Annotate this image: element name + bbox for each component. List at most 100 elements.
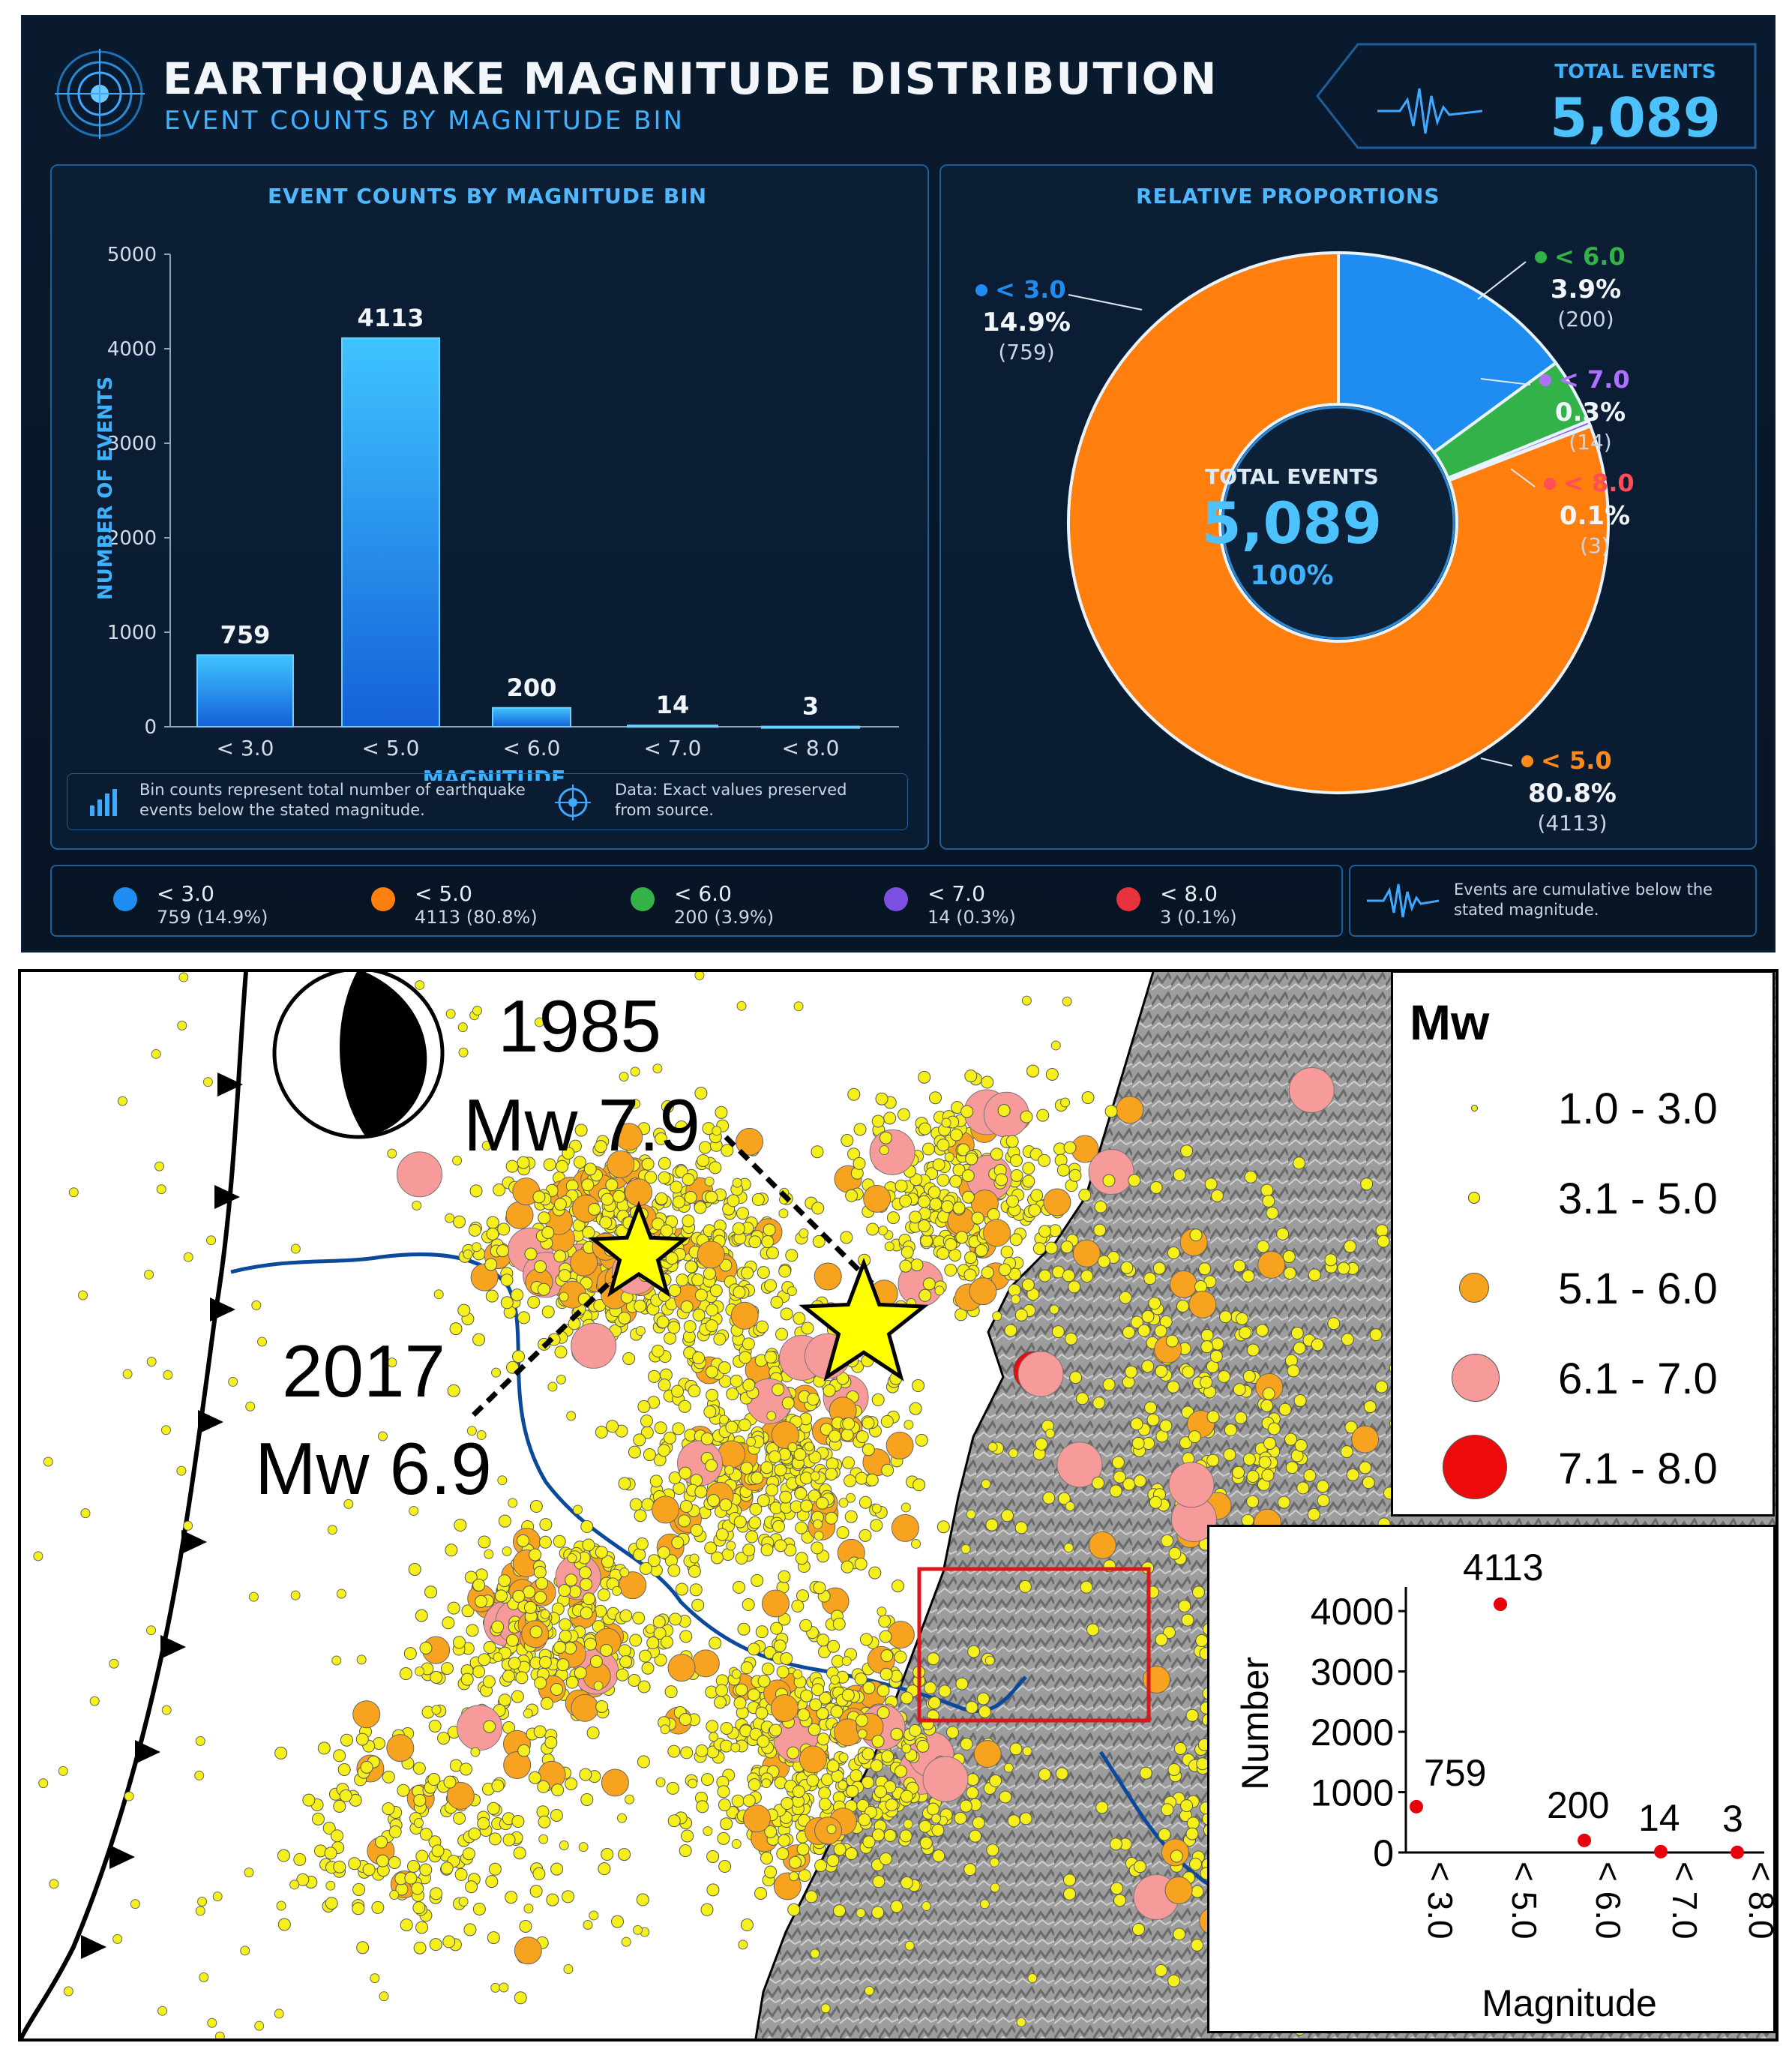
event-marker-small <box>483 1641 496 1654</box>
event-marker-small <box>403 1647 417 1660</box>
event-marker-small <box>616 1813 627 1823</box>
event-marker-small <box>412 1200 422 1210</box>
event-marker-small <box>195 1736 205 1746</box>
event-marker-small <box>1185 1708 1199 1722</box>
event-marker-small <box>1200 1328 1214 1342</box>
event-marker-small <box>1167 1762 1181 1776</box>
event-marker-small <box>1009 1742 1023 1756</box>
pie-label-name: < 3.0 <box>995 275 1066 304</box>
event-marker-small <box>760 1543 774 1556</box>
event-marker-small <box>870 1519 883 1532</box>
event-marker-small <box>431 1705 442 1715</box>
event-marker-small <box>508 1498 518 1508</box>
event-marker-small <box>965 1152 978 1166</box>
event-marker-small <box>1293 1341 1306 1354</box>
event-marker-small <box>955 1677 969 1690</box>
event-marker-small <box>431 1844 445 1858</box>
event-marker-small <box>1131 1436 1145 1450</box>
event-marker-small <box>647 1554 661 1568</box>
event-2017-magnitude: Mw 6.9 <box>255 1427 492 1510</box>
event-marker-small <box>895 1179 908 1192</box>
event-marker-small <box>488 1862 502 1876</box>
event-marker-medium <box>352 1700 381 1729</box>
event-marker-small <box>1244 1170 1257 1184</box>
event-marker-small <box>966 1509 976 1520</box>
event-marker-large <box>869 1129 915 1175</box>
event-marker-small <box>419 1863 433 1876</box>
event-marker-small <box>966 1786 979 1799</box>
pie-label-dot <box>1521 755 1533 767</box>
event-marker-medium <box>736 1127 764 1156</box>
event-marker-small <box>709 1732 719 1742</box>
event-marker-medium <box>886 1431 914 1460</box>
event-marker-small <box>959 1799 972 1813</box>
event-marker-small <box>580 1606 593 1620</box>
bar-value-label: 3 <box>802 692 819 721</box>
event-marker-small <box>853 1123 867 1136</box>
event-marker-small <box>1308 1268 1321 1282</box>
event-marker-small <box>718 1414 729 1425</box>
event-marker-small <box>1276 1227 1290 1240</box>
event-marker-small <box>352 1902 365 1916</box>
event-marker-small <box>333 1799 346 1813</box>
event-marker-small <box>472 1902 486 1916</box>
event-marker-small <box>733 1515 747 1528</box>
pie-panel-title: RELATIVE PROPORTIONS <box>1136 184 1440 208</box>
event-marker-small <box>483 1720 496 1733</box>
event-marker-medium <box>571 1694 599 1722</box>
event-marker-small <box>886 1211 900 1225</box>
event-marker-small <box>877 1684 890 1697</box>
event-marker-small <box>1307 1508 1320 1521</box>
event-marker-small <box>1290 1327 1304 1340</box>
event-marker-small <box>778 1264 792 1278</box>
event-marker-small <box>856 1430 869 1444</box>
pie-label-count: (4113) <box>1537 811 1607 836</box>
event-marker-small <box>963 1268 977 1282</box>
event-marker-small <box>1008 1283 1021 1297</box>
event-marker-small <box>1287 1364 1300 1378</box>
event-marker-small <box>1198 1262 1212 1276</box>
event-marker-small <box>775 1328 789 1341</box>
event-marker-small <box>541 1305 555 1318</box>
event-marker-small <box>1075 1392 1089 1406</box>
cumulative-note-text: Events are cumulative below the stated m… <box>1454 880 1713 919</box>
event-marker-small <box>535 1576 549 1590</box>
legend-label: 3.1 - 5.0 <box>1558 1174 1718 1223</box>
event-marker-small <box>582 1592 595 1606</box>
event-marker-small <box>457 1304 471 1317</box>
event-marker-small <box>1027 1973 1038 1984</box>
donut-center-label: TOTAL EVENTS <box>1205 464 1379 489</box>
event-marker-small <box>379 1991 389 2002</box>
event-marker-medium <box>1164 1876 1193 1905</box>
event-marker-small <box>709 1161 722 1174</box>
event-marker-small <box>652 1615 666 1628</box>
event-marker-small <box>1035 1438 1048 1451</box>
event-marker-small <box>944 1238 957 1251</box>
event-marker-small <box>875 1092 889 1106</box>
event-marker-small <box>601 1192 614 1206</box>
event-marker-medium <box>1088 1531 1116 1559</box>
event-marker-small <box>841 1688 855 1702</box>
event-marker-small <box>1233 1383 1246 1396</box>
event-marker-small <box>563 1964 574 1975</box>
event-marker-small <box>1109 1484 1122 1498</box>
event-marker-small <box>573 1504 583 1515</box>
event-marker-small <box>500 1274 514 1287</box>
event-marker-small <box>1206 1454 1220 1467</box>
event-marker-small <box>1152 1262 1166 1275</box>
event-marker-small <box>611 1915 625 1928</box>
event-marker-small <box>646 1636 660 1650</box>
event-marker-small <box>881 1463 895 1477</box>
event-marker-small <box>499 1982 509 1993</box>
event-marker-small <box>634 1509 647 1522</box>
event-marker-large <box>1088 1149 1134 1196</box>
event-marker-small <box>336 1588 346 1599</box>
event-marker-small <box>566 1411 577 1421</box>
event-marker-small <box>883 1828 897 1842</box>
event-marker-small <box>471 1242 481 1252</box>
event-marker-small <box>696 1800 709 1814</box>
event-marker-small <box>792 1785 805 1798</box>
event-marker-small <box>903 1819 913 1829</box>
event-marker-small <box>879 1852 892 1865</box>
donut-chart: < 3.0 14.9%(759) < 6.0 3.9% (200) < 7.0 0.3%(1… <box>975 242 1635 836</box>
